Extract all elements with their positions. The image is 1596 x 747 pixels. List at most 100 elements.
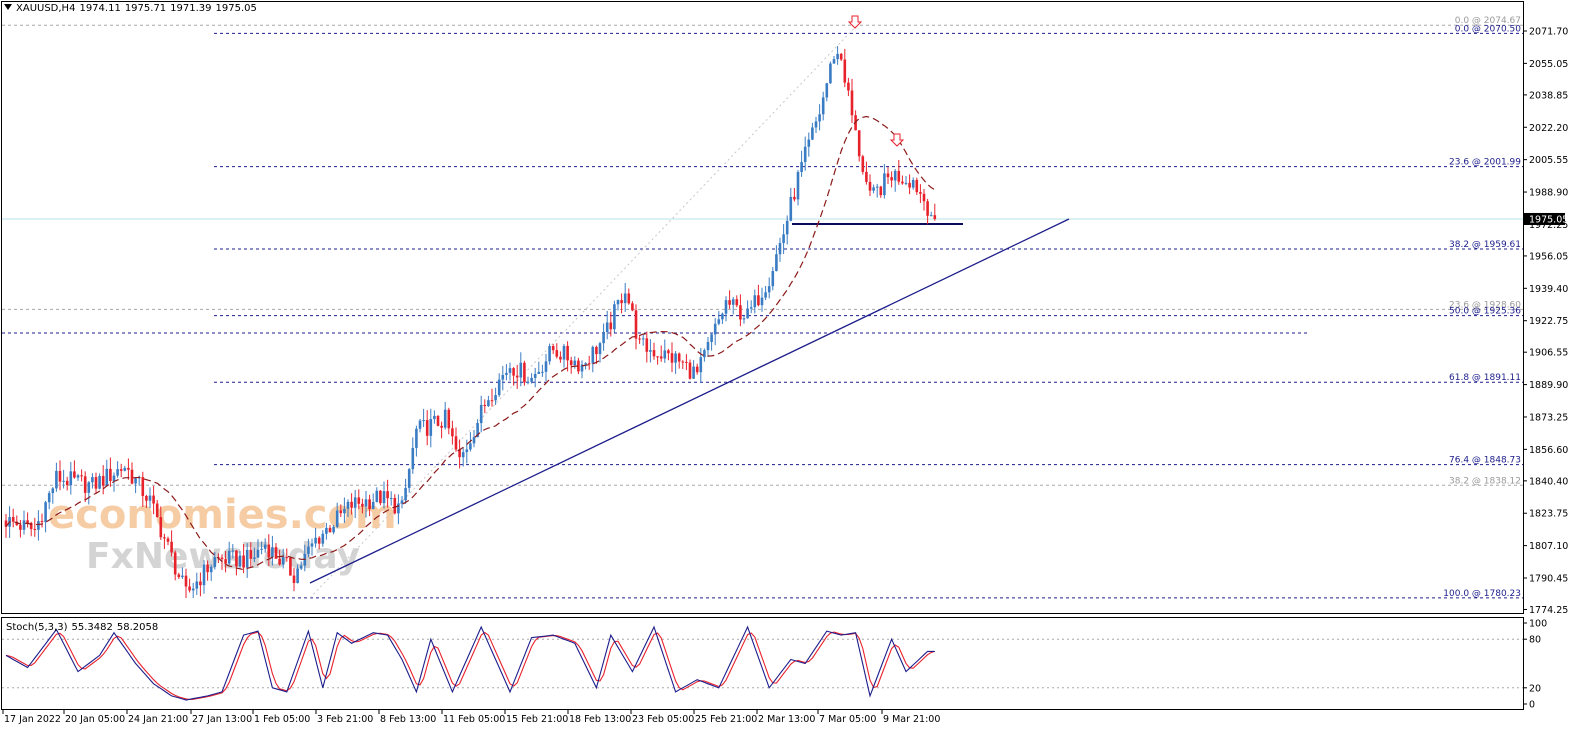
candle-body bbox=[267, 544, 271, 558]
candle-body bbox=[368, 499, 371, 510]
candle-body bbox=[605, 322, 609, 332]
candle-body bbox=[469, 443, 472, 450]
candle-body bbox=[425, 420, 429, 436]
candle-body bbox=[865, 171, 868, 182]
candle-body bbox=[674, 353, 677, 363]
candle-body bbox=[112, 475, 116, 481]
candle-body bbox=[584, 363, 587, 365]
moving-average bbox=[5, 115, 936, 571]
candle-body bbox=[872, 187, 875, 191]
candle-body bbox=[361, 503, 364, 507]
candle-body bbox=[116, 469, 119, 476]
candle-body bbox=[789, 196, 793, 221]
candle-body bbox=[724, 300, 728, 314]
ohlc-open: 1974.11 bbox=[79, 3, 121, 14]
candle-body bbox=[177, 574, 181, 578]
x-tick-label: 7 Mar 05:00 bbox=[819, 714, 876, 725]
candle-body bbox=[458, 449, 461, 458]
candle-body bbox=[692, 366, 695, 379]
candle-body bbox=[51, 488, 55, 494]
candle-body bbox=[242, 555, 245, 568]
candle-body bbox=[922, 193, 926, 202]
candle-body bbox=[681, 361, 685, 363]
candle-body bbox=[55, 470, 58, 489]
candle-body bbox=[843, 59, 847, 83]
candle-body bbox=[512, 368, 515, 376]
candle-body bbox=[289, 557, 292, 576]
trend-line[interactable] bbox=[309, 218, 1070, 584]
candle-body bbox=[555, 350, 559, 357]
candle-body bbox=[703, 350, 706, 358]
collapse-triangle-icon[interactable] bbox=[4, 4, 12, 10]
candle-body bbox=[926, 201, 929, 216]
candle-body bbox=[897, 170, 901, 182]
candle-body bbox=[335, 510, 339, 527]
candle-body bbox=[782, 234, 785, 244]
candle-body bbox=[134, 478, 137, 484]
candle-body bbox=[479, 404, 483, 424]
candle-body bbox=[811, 127, 814, 140]
candle-body bbox=[847, 82, 850, 91]
candle-body bbox=[562, 345, 566, 360]
y-tick-label: 1873.25 bbox=[1529, 412, 1568, 423]
candle-body bbox=[551, 346, 555, 351]
x-tick-label: 23 Feb 05:00 bbox=[632, 714, 694, 725]
stoch-level-label: 80 bbox=[1529, 635, 1541, 646]
candle-body bbox=[501, 374, 505, 380]
candle-body bbox=[818, 114, 821, 122]
candle-body bbox=[98, 476, 101, 489]
candle-body bbox=[778, 243, 782, 255]
candle-body bbox=[530, 377, 533, 382]
candle-body bbox=[476, 423, 479, 438]
y-tick-label: 2038.85 bbox=[1529, 90, 1568, 101]
candle-body bbox=[494, 395, 497, 401]
candle-body bbox=[728, 300, 731, 305]
candle-body bbox=[825, 83, 829, 98]
candle-body bbox=[375, 490, 379, 502]
candle-body bbox=[123, 467, 127, 471]
candle-body bbox=[317, 537, 321, 544]
y-tick-label: 1840.40 bbox=[1529, 476, 1568, 487]
candle-body bbox=[350, 501, 353, 508]
candle-body bbox=[929, 215, 933, 217]
chart-header: XAUUSD,H4 1974.11 1975.71 1971.39 1975.05 bbox=[4, 3, 261, 14]
candle-body bbox=[73, 471, 76, 478]
candle-body bbox=[915, 179, 919, 193]
candle-body bbox=[746, 308, 749, 319]
candle-body bbox=[541, 371, 544, 373]
candle-body bbox=[911, 179, 915, 188]
fib-label: 38.2 @ 1959.61 bbox=[1449, 240, 1521, 250]
candle-body bbox=[429, 419, 433, 436]
fib-old-label: 23.6 @ 1928.60 bbox=[1449, 300, 1521, 310]
candle-body bbox=[875, 186, 879, 188]
candle-body bbox=[181, 575, 184, 578]
candle-body bbox=[627, 293, 631, 304]
candle-body bbox=[202, 564, 206, 586]
x-tick-label: 8 Feb 13:00 bbox=[380, 714, 436, 725]
candle-body bbox=[580, 364, 584, 372]
candle-body bbox=[883, 173, 886, 196]
candle-body bbox=[173, 552, 177, 575]
candle-body bbox=[220, 557, 224, 560]
candle-body bbox=[37, 521, 40, 530]
candle-body bbox=[321, 533, 325, 544]
candle-body bbox=[325, 527, 328, 534]
y-tick-label: 1856.60 bbox=[1529, 445, 1568, 456]
candle-body bbox=[764, 292, 767, 298]
candle-body bbox=[461, 452, 465, 458]
candle-body bbox=[195, 581, 199, 589]
candle-body bbox=[249, 549, 253, 559]
candle-body bbox=[753, 295, 757, 308]
candle-body bbox=[497, 379, 501, 396]
candle-body bbox=[659, 356, 663, 359]
x-tick-label: 24 Jan 21:00 bbox=[128, 714, 188, 725]
candle-body bbox=[800, 162, 803, 172]
candle-body bbox=[292, 575, 296, 584]
candle-body bbox=[33, 528, 37, 530]
candle-body bbox=[11, 517, 15, 522]
candle-body bbox=[199, 581, 202, 586]
y-tick-label: 1972.25 bbox=[1529, 220, 1568, 231]
y-tick-label: 2022.20 bbox=[1529, 123, 1568, 134]
candle-body bbox=[537, 371, 541, 374]
